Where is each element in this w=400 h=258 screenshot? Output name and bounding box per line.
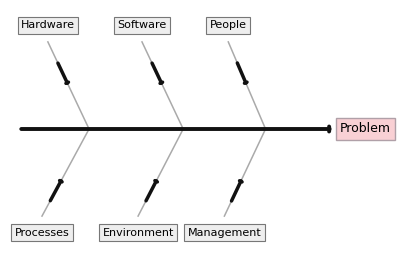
Text: Environment: Environment (102, 228, 174, 238)
Text: Hardware: Hardware (21, 20, 75, 30)
Text: People: People (210, 20, 247, 30)
Text: Processes: Processes (15, 228, 69, 238)
Text: Management: Management (188, 228, 261, 238)
Text: Software: Software (117, 20, 167, 30)
Text: Problem: Problem (340, 123, 391, 135)
